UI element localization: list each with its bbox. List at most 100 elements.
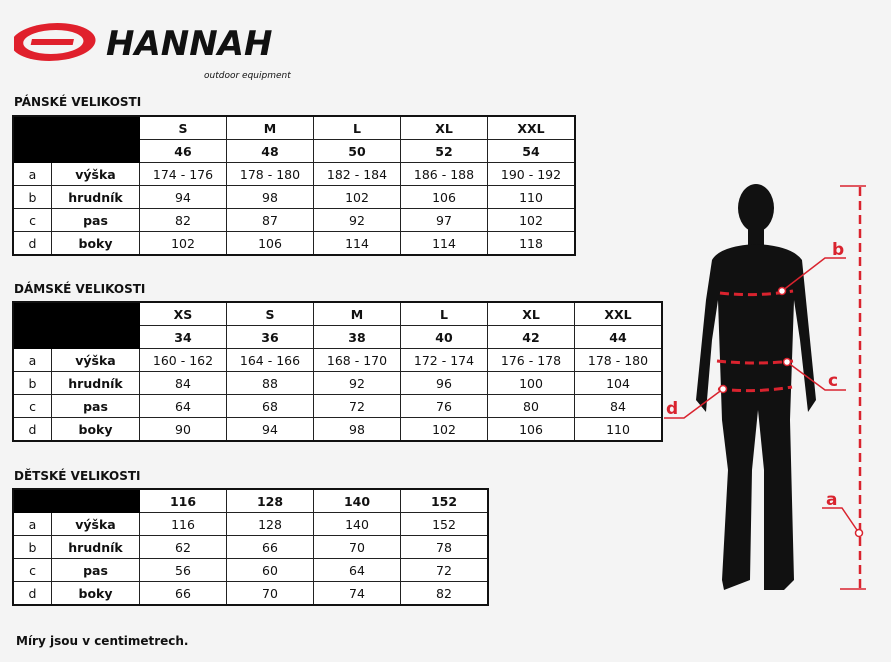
value-cell: 100	[487, 371, 575, 395]
value-cell: 152	[400, 512, 489, 536]
size-cell: XXL	[574, 301, 663, 326]
body-measurement-figure: b c d a	[664, 184, 866, 590]
value-cell: 92	[313, 371, 401, 395]
measure-key: b	[12, 185, 52, 209]
logo-wordmark: HANNAH	[106, 24, 272, 64]
hannah-logo: HANNAH outdoor equipment	[14, 23, 291, 81]
value-cell: 82	[139, 208, 227, 232]
value-cell: 84	[139, 371, 227, 395]
measure-key: a	[12, 348, 52, 372]
label-d: d	[666, 399, 678, 419]
measure-key: c	[12, 558, 52, 582]
value-cell: 140	[313, 512, 401, 536]
women-title: DÁMSKÉ VELIKOSTI	[14, 282, 146, 296]
value-cell: 164 - 166	[226, 348, 314, 372]
table-row: b hrudník 94 98 102 106 110	[12, 185, 576, 209]
table-row: c pas 82 87 92 97 102	[12, 208, 576, 232]
size-cell: 116	[139, 488, 227, 513]
value-cell: 92	[313, 208, 401, 232]
chest-line	[719, 289, 794, 297]
value-cell: 60	[226, 558, 314, 582]
value-cell: 186 - 188	[400, 162, 488, 186]
value-cell: 172 - 174	[400, 348, 488, 372]
measure-label: pas	[51, 394, 140, 418]
value-cell: 104	[574, 371, 663, 395]
table-row: a výška 116 128 140 152	[12, 512, 489, 536]
value-cell: 72	[400, 558, 489, 582]
kids-title: DĚTSKÉ VELIKOSTI	[14, 469, 141, 483]
size-cell: S	[226, 301, 314, 326]
eu-cell: 48	[226, 139, 314, 163]
value-cell: 94	[139, 185, 227, 209]
measure-key: b	[12, 535, 52, 559]
value-cell: 98	[313, 417, 401, 442]
table-row: d boky 66 70 74 82	[12, 581, 489, 606]
header-blank	[12, 488, 140, 513]
table-row: d boky 102 106 114 114 118	[12, 231, 576, 256]
table-row: d boky 90 94 98 102 106 110	[12, 417, 663, 442]
measure-key: b	[12, 371, 52, 395]
value-cell: 78	[400, 535, 489, 559]
value-cell: 62	[139, 535, 227, 559]
measure-key: a	[12, 512, 52, 536]
size-cell: L	[313, 115, 401, 140]
value-cell: 90	[139, 417, 227, 442]
value-cell: 106	[487, 417, 575, 442]
measure-key: d	[12, 581, 52, 606]
kids-size-table: 116 128 140 152 a výška 116 128 140 152 b hrudník 6…	[12, 488, 489, 606]
women-size-table: XS S M L XL XXL 34 36 38 40 42 44 a výška 160 - 162 1…	[12, 301, 663, 442]
value-cell: 182 - 184	[313, 162, 401, 186]
table-row: b hrudník 62 66 70 78	[12, 535, 489, 559]
label-b: b	[832, 240, 844, 260]
measure-label: boky	[51, 231, 140, 256]
value-cell: 76	[400, 394, 488, 418]
measure-label: hrudník	[51, 371, 140, 395]
eu-cell: 36	[226, 325, 314, 349]
eu-cell: 46	[139, 139, 227, 163]
value-cell: 64	[313, 558, 401, 582]
value-cell: 88	[226, 371, 314, 395]
value-cell: 80	[487, 394, 575, 418]
value-cell: 110	[574, 417, 663, 442]
value-cell: 116	[139, 512, 227, 536]
value-cell: 118	[487, 231, 576, 256]
size-cell: XXL	[487, 115, 576, 140]
value-cell: 174 - 176	[139, 162, 227, 186]
value-cell: 190 - 192	[487, 162, 576, 186]
body-silhouette	[696, 184, 816, 590]
eu-cell: 52	[400, 139, 488, 163]
eu-cell: 42	[487, 325, 575, 349]
value-cell: 72	[313, 394, 401, 418]
value-cell: 56	[139, 558, 227, 582]
size-cell: 128	[226, 488, 314, 513]
value-cell: 114	[313, 231, 401, 256]
measure-key: c	[12, 394, 52, 418]
value-cell: 97	[400, 208, 488, 232]
value-cell: 66	[226, 535, 314, 559]
table-row: c pas 56 60 64 72	[12, 558, 489, 582]
units-note: Míry jsou v centimetrech.	[16, 634, 189, 648]
size-cell: XL	[487, 301, 575, 326]
value-cell: 70	[226, 581, 314, 606]
value-cell: 87	[226, 208, 314, 232]
value-cell: 176 - 178	[487, 348, 575, 372]
value-cell: 168 - 170	[313, 348, 401, 372]
eu-cell: 38	[313, 325, 401, 349]
value-cell: 70	[313, 535, 401, 559]
value-cell: 102	[139, 231, 227, 256]
value-cell: 128	[226, 512, 314, 536]
table-row: a výška 160 - 162 164 - 166 168 - 170 172 - 1…	[12, 348, 663, 372]
size-cell: 152	[400, 488, 489, 513]
measure-key: d	[12, 417, 52, 442]
measure-label: boky	[51, 581, 140, 606]
men-size-table: S M L XL XXL 46 48 50 52 54 a výška 174 - 176 178 -…	[12, 115, 576, 256]
value-cell: 102	[400, 417, 488, 442]
measure-label: výška	[51, 348, 140, 372]
value-cell: 178 - 180	[574, 348, 663, 372]
size-cell: L	[400, 301, 488, 326]
table-row: a výška 174 - 176 178 - 180 182 - 184 186 - 1…	[12, 162, 576, 186]
label-c: c	[828, 371, 838, 391]
measure-label: hrudník	[51, 535, 140, 559]
measure-label: výška	[51, 162, 140, 186]
